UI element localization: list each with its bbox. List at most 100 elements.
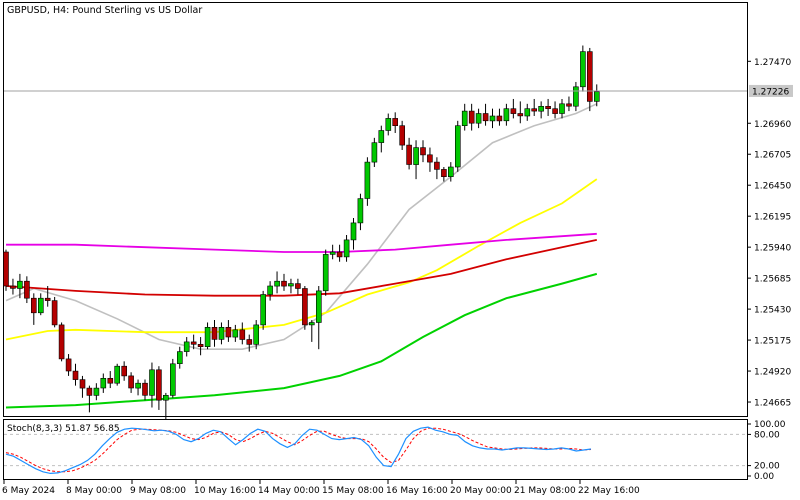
time-tick-label: 8 May 00:00: [66, 486, 122, 496]
candle: [420, 140, 426, 163]
candle: [329, 244, 336, 260]
candle: [58, 322, 65, 362]
candle: [461, 103, 468, 131]
candle-body-bull: [371, 142, 378, 163]
candle: [350, 218, 357, 250]
candle-body-bear: [24, 280, 30, 299]
candle: [302, 286, 308, 330]
candle: [156, 366, 162, 410]
candle: [86, 385, 93, 413]
candle: [79, 375, 86, 398]
candle: [454, 120, 461, 172]
candle: [524, 103, 531, 121]
candle-body-bear: [468, 110, 475, 124]
moving-average-line-5: [5, 272, 598, 409]
candle-body-bull: [461, 110, 468, 126]
candle-body-bear: [531, 108, 538, 112]
stoch-main-line: [5, 426, 592, 475]
time-tick-label: 15 May 08:00: [322, 486, 384, 496]
candle: [336, 244, 343, 262]
current-price-line-group: 1.27226: [4, 84, 793, 97]
candle: [65, 354, 72, 376]
candle-body-bull: [274, 280, 280, 287]
candle: [392, 112, 399, 133]
candle-body-bull: [447, 166, 454, 177]
candle: [267, 281, 273, 301]
candle: [128, 372, 134, 393]
candle: [489, 108, 496, 129]
candle-body-bull: [267, 285, 273, 295]
price-tick-label: 1.26960: [754, 120, 791, 130]
candle-body-bear: [225, 326, 232, 338]
candle: [114, 363, 120, 386]
stoch-tick-label: 0.00: [754, 472, 774, 482]
candle: [51, 296, 58, 328]
candle: [496, 108, 503, 126]
candle-body-bear: [420, 147, 426, 156]
candle-body-bull: [350, 222, 357, 241]
candle: [3, 249, 9, 291]
candle-body-bear: [79, 379, 86, 389]
candle: [427, 147, 433, 172]
candle-body-bear: [44, 297, 51, 301]
candle-body-bear: [392, 118, 399, 127]
candle-body-bull: [538, 106, 544, 112]
price-tick-label: 1.26195: [754, 213, 791, 223]
candle: [121, 361, 127, 381]
candle-body-bear: [211, 326, 218, 340]
candle-body-bear: [399, 125, 406, 146]
candle-body-bull: [308, 322, 315, 326]
candle: [468, 103, 475, 131]
candle-body-bull: [315, 290, 322, 323]
candle-body-bear: [566, 103, 572, 107]
candle-body-bear: [190, 341, 197, 345]
candle-body-bull: [17, 280, 23, 289]
candle-body-bull: [322, 254, 329, 292]
candle-body-bear: [434, 161, 440, 170]
candle-body-bear: [128, 375, 134, 389]
candle: [274, 271, 280, 294]
candle: [170, 358, 176, 398]
candle-body-bear: [51, 300, 58, 326]
moving-average-line-2: [5, 178, 598, 341]
candle-body-bull: [218, 326, 225, 340]
candle-body-bear: [65, 358, 72, 372]
candle-body-bear: [10, 285, 16, 289]
candle-body-bear: [142, 382, 148, 396]
candle: [364, 157, 371, 206]
candle: [510, 98, 517, 119]
time-tick-label: 6 May 2024: [2, 486, 55, 496]
candle-body-bull: [503, 108, 510, 122]
candle: [482, 103, 489, 126]
candle-body-bear: [406, 144, 412, 165]
candle-body-bear: [246, 339, 253, 345]
candle-body-bear: [552, 108, 558, 114]
candle: [93, 383, 100, 401]
candle: [371, 137, 378, 167]
candle: [183, 337, 190, 357]
candle-body-bull: [135, 382, 141, 389]
candle: [434, 157, 440, 180]
candle: [441, 166, 447, 182]
candle-body-bear: [58, 324, 65, 360]
candle: [37, 293, 44, 316]
candle: [475, 108, 482, 129]
candle: [232, 324, 239, 342]
candle: [239, 322, 246, 345]
time-tick-label: 22 May 16:00: [578, 486, 640, 496]
candle: [357, 193, 364, 231]
candle-body-bear: [72, 370, 79, 380]
candle: [107, 371, 114, 389]
candle: [163, 392, 169, 420]
candle-body-bear: [517, 113, 524, 117]
candle: [100, 373, 107, 393]
price-tick-label: 1.27470: [754, 58, 791, 68]
candle: [218, 322, 225, 345]
candle-body-bear: [510, 108, 517, 114]
candle: [503, 103, 510, 126]
candle: [149, 362, 155, 408]
price-tick-label: 1.26450: [754, 182, 791, 192]
candle: [545, 98, 551, 116]
